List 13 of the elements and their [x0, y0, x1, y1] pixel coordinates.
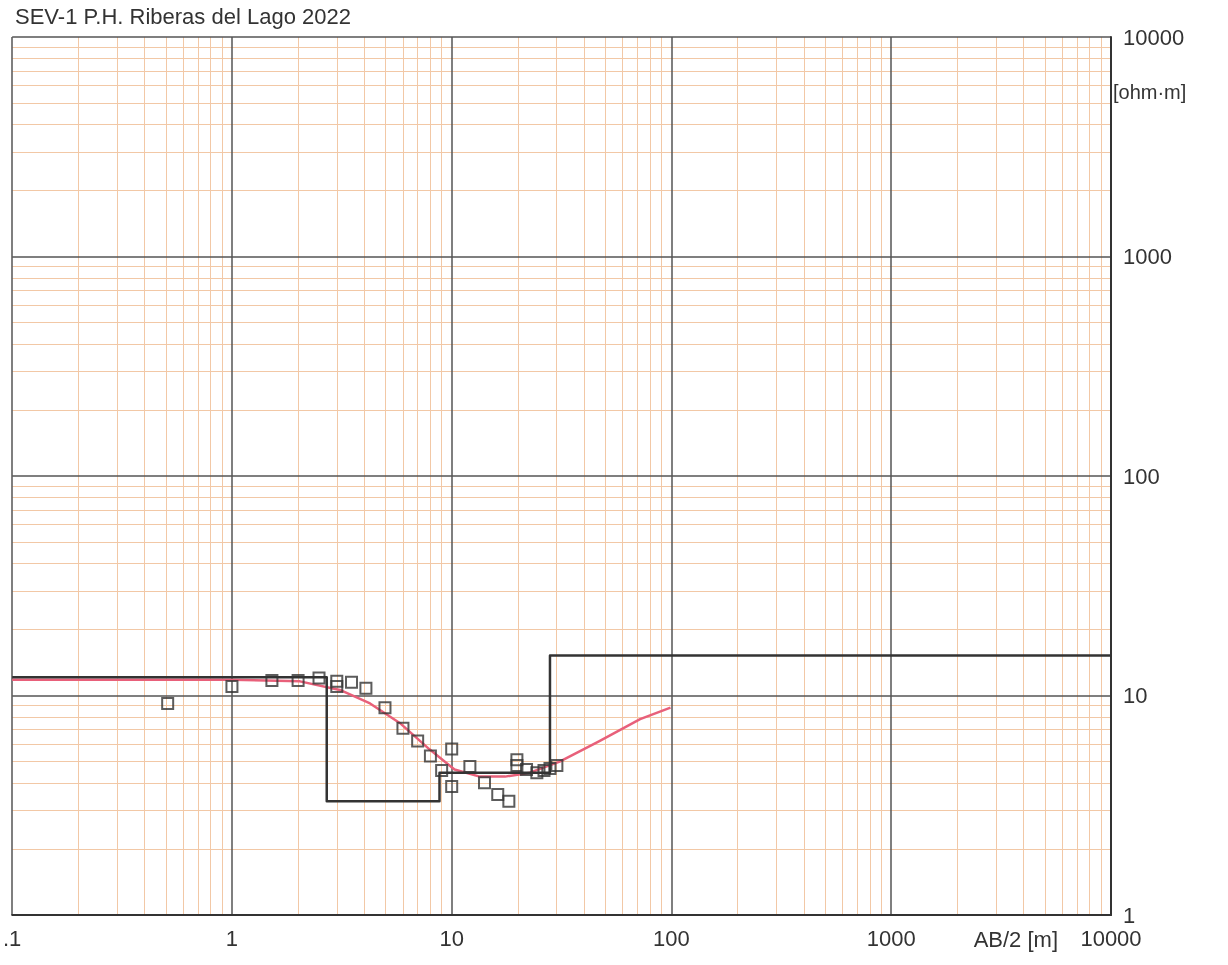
y-tick-label: 1000 [1123, 244, 1172, 269]
x-tick-label: 100 [653, 925, 690, 951]
y-axis-title: [ohm·m] [1113, 81, 1187, 103]
chart-title: SEV-1 P.H. Riberas del Lago 2022 [15, 3, 351, 29]
y-tick-label: 10000 [1123, 24, 1185, 50]
x-tick-label: .1 [2, 925, 22, 951]
y-tick-label: 100 [1123, 463, 1160, 489]
x-tick-label: 1 [225, 925, 239, 951]
x-tick-label: 10 [439, 925, 464, 951]
y-tick-label: 1 [1123, 902, 1136, 928]
x-tick-label: 1000 [866, 925, 916, 951]
y-tick-label: 10 [1123, 683, 1148, 708]
x-axis-title: AB/2 [m] [973, 926, 1058, 952]
